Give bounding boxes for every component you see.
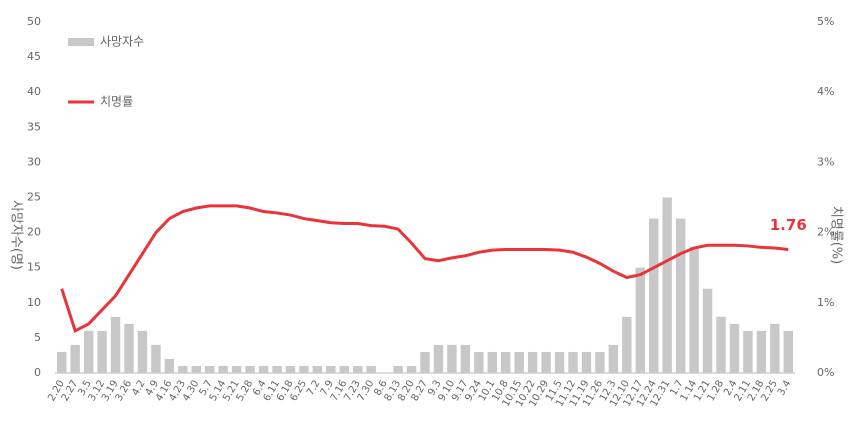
bar: [662, 197, 672, 373]
bar: [447, 344, 457, 373]
bar: [501, 351, 511, 373]
bar: [716, 316, 726, 373]
y-tick-label: 25: [27, 191, 41, 204]
y-axis-label: 사망자수(명): [9, 200, 24, 270]
bar: [70, 344, 80, 373]
bar: [299, 365, 309, 373]
bar: [702, 288, 713, 373]
y-tick-label: 10: [27, 296, 41, 309]
bar: [595, 351, 605, 373]
y2-tick-label: 4%: [817, 85, 834, 98]
line: [60, 204, 789, 334]
bar: [353, 365, 363, 373]
bar: [83, 330, 94, 373]
bar: [675, 218, 686, 373]
bar: [554, 351, 565, 373]
bar: [622, 316, 632, 373]
bar: [770, 323, 780, 373]
bar: [527, 351, 538, 373]
bar: [57, 351, 67, 373]
bar: [258, 365, 269, 373]
bar: [460, 344, 471, 373]
y-tick-label: 0: [34, 366, 41, 379]
y2-tick-label: 2%: [817, 226, 834, 239]
y-tick-label: 30: [27, 155, 41, 168]
bar: [393, 365, 403, 373]
y-tick-label: 40: [27, 85, 41, 98]
bar: [689, 246, 699, 373]
bar: [635, 267, 645, 373]
y-tick-label: 35: [27, 120, 41, 133]
bar: [326, 365, 336, 373]
legend-label: 사망자수: [100, 35, 144, 49]
bar: [151, 344, 161, 373]
value-label: 1.76: [770, 216, 807, 234]
bar: [285, 365, 296, 373]
bar: [756, 330, 767, 373]
y-tick-label: 20: [27, 226, 41, 239]
bar: [110, 316, 121, 373]
y-tick-label: 15: [27, 261, 41, 274]
y-tick-label: 5: [34, 331, 41, 344]
y2-tick-label: 3%: [817, 155, 834, 168]
bar: [137, 330, 148, 373]
y2-tick-label: 1%: [817, 296, 834, 309]
bar: [312, 365, 323, 373]
bar: [783, 330, 793, 373]
bar: [487, 351, 497, 373]
bar: [406, 365, 417, 373]
legend-swatch: [68, 38, 94, 46]
y2-axis-label: 치명률(%): [829, 206, 844, 264]
bar: [568, 351, 578, 373]
bar: [245, 365, 255, 373]
bar: [97, 330, 107, 373]
bar: [191, 365, 201, 373]
bar: [339, 365, 349, 373]
x-tick-label: 3.4: [776, 379, 793, 398]
bar: [218, 365, 228, 373]
bar: [164, 358, 175, 373]
y-tick-label: 50: [27, 15, 41, 28]
bar: [272, 365, 282, 373]
bar: [581, 351, 592, 373]
bar: [541, 351, 551, 373]
legend-label: 치명률: [100, 95, 133, 109]
bar: [649, 218, 659, 373]
bar: [124, 323, 134, 373]
bar: [420, 351, 430, 373]
bar: [205, 365, 215, 373]
y-tick-label: 45: [27, 50, 41, 63]
bar: [366, 365, 376, 373]
bar: [608, 344, 619, 373]
bar: [729, 323, 740, 373]
bar: [514, 351, 524, 373]
bar: [474, 351, 484, 373]
bar: [178, 365, 188, 373]
bar: [231, 365, 242, 373]
y2-tick-label: 5%: [817, 15, 834, 28]
y2-tick-label: 0%: [817, 366, 834, 379]
bar: [433, 344, 444, 373]
bar: [743, 330, 753, 373]
